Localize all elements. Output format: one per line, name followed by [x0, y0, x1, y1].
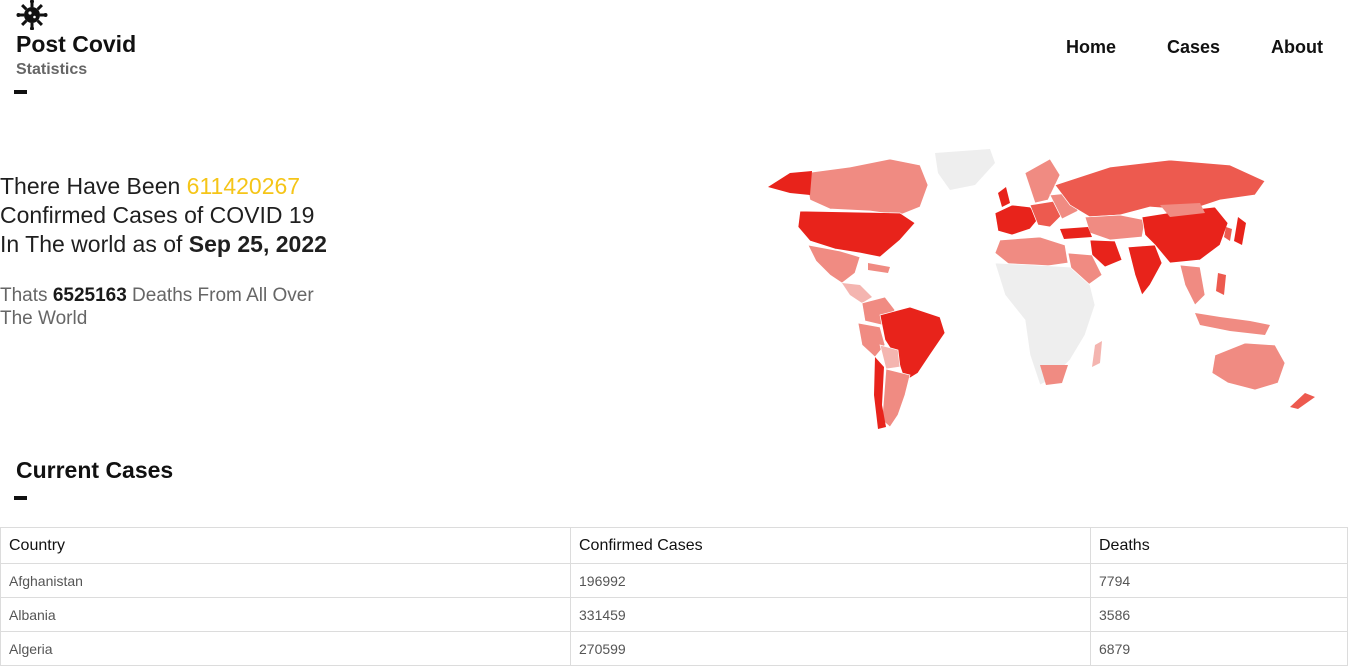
current-cases-title: Current Cases	[16, 457, 174, 483]
map-region-indonesia	[1195, 313, 1270, 335]
confirmed-total: 611420267	[186, 173, 301, 199]
main-nav: Home Cases About	[1066, 37, 1323, 58]
hero-line2: Confirmed Cases of COVID 19	[0, 202, 315, 228]
deaths-cell: 3586	[1090, 597, 1348, 632]
map-region-southeast-asia	[1179, 264, 1206, 306]
map-region-alaska	[768, 171, 812, 195]
map-region-south-africa	[1040, 365, 1068, 385]
map-region-mongolia	[1160, 203, 1205, 217]
confirmed-header: Confirmed Cases	[570, 527, 1091, 564]
section-underline	[14, 496, 27, 500]
hero-heading: There Have Been 611420267 Confirmed Case…	[0, 172, 420, 259]
map-region-mexico	[807, 244, 861, 284]
map-region-bolivia	[879, 344, 901, 370]
map-region-chile	[874, 357, 886, 429]
brand-subtitle: Statistics	[16, 61, 88, 78]
map-region-japan	[1234, 217, 1246, 245]
map-region-africa	[994, 262, 1096, 386]
deaths-total: 6525163	[52, 285, 127, 306]
country-cell: Afghanistan	[0, 563, 571, 598]
virus-icon	[16, 0, 48, 30]
brand-title[interactable]: Post Covid	[16, 31, 137, 57]
map-region-central-europe	[1029, 200, 1063, 228]
table-row: Afghanistan 196992 7794	[0, 563, 1348, 598]
hero-line1-prefix: There Have Been	[0, 173, 187, 199]
map-region-australia	[1211, 342, 1286, 391]
nav-home-link[interactable]: Home	[1065, 37, 1116, 57]
map-region-korea	[1224, 227, 1232, 241]
cases-table: Country Confirmed Cases Deaths Afghanist…	[0, 527, 1348, 666]
map-region-scandinavia	[1024, 158, 1061, 204]
hero-line3-prefix: In The world as of	[0, 231, 189, 257]
map-region-uk	[998, 187, 1010, 207]
map-region-central-america	[842, 283, 872, 303]
map-region-madagascar	[1092, 341, 1102, 367]
map-region-new-zealand	[1290, 393, 1315, 409]
confirmed-cell: 196992	[570, 563, 1091, 598]
table-row: Algeria 270599 6879	[0, 631, 1348, 666]
map-region-russia	[1054, 159, 1266, 218]
map-region-iran	[1089, 239, 1123, 268]
deaths-cell: 7794	[1090, 563, 1348, 598]
map-region-canada	[804, 158, 929, 216]
map-region-north-africa	[994, 236, 1069, 268]
nav-about-link[interactable]: About	[1271, 37, 1323, 57]
map-region-greenland	[935, 149, 995, 190]
map-region-western-europe	[994, 204, 1041, 236]
deaths-summary: Thats 6525163 Deaths From All Over The W…	[0, 284, 330, 330]
deaths-prefix: Thats	[0, 285, 53, 306]
map-region-usa	[797, 210, 916, 258]
deaths-cell: 6879	[1090, 631, 1348, 666]
map-region-caribbean	[868, 263, 890, 273]
country-cell: Albania	[0, 597, 571, 632]
map-region-turkey	[1060, 227, 1092, 239]
map-region-india	[1127, 244, 1163, 296]
table-row: Albania 331459 3586	[0, 597, 1348, 632]
deaths-header: Deaths	[1090, 527, 1348, 564]
country-cell: Algeria	[0, 631, 571, 666]
country-header: Country	[0, 527, 571, 564]
confirmed-cell: 331459	[570, 597, 1091, 632]
nav-cases-link[interactable]: Cases	[1166, 37, 1221, 57]
confirmed-cell: 270599	[570, 631, 1091, 666]
as-of-date: Sep 25, 2022	[188, 231, 327, 257]
brand-underline	[14, 90, 27, 94]
map-region-peru	[857, 322, 886, 358]
world-map	[768, 149, 1315, 429]
map-region-argentina	[881, 368, 911, 428]
deaths-suffix: Deaths From All Over The World	[0, 285, 314, 329]
map-region-kazakhstan	[1084, 214, 1146, 241]
table-header-row: Country Confirmed Cases Deaths	[0, 527, 1348, 564]
map-region-philippines	[1216, 273, 1226, 295]
